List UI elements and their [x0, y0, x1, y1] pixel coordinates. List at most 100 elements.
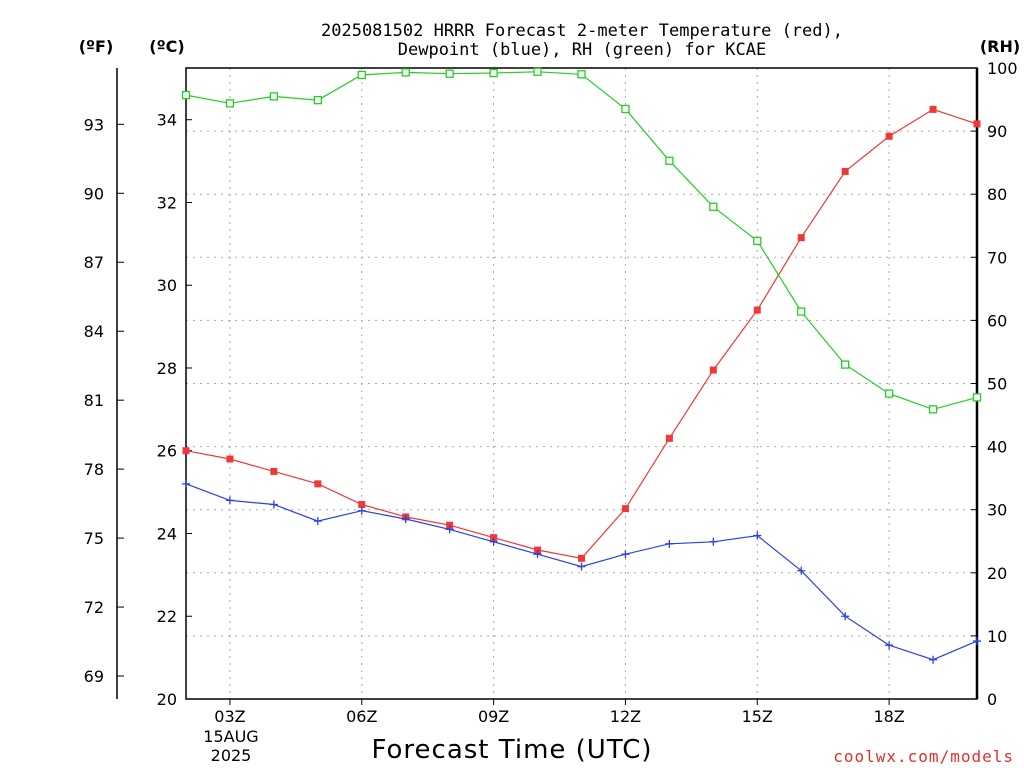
rh-tick-label: 10: [987, 627, 1007, 646]
x-tick-label: 06Z: [346, 707, 377, 726]
fahrenheit-tick-label: 84: [84, 322, 104, 341]
temperature-point: [665, 434, 673, 442]
rh-tick-label: 0: [987, 690, 997, 709]
dewpoint-point: [973, 637, 981, 646]
rh-point: [357, 70, 366, 80]
rh-point: [225, 99, 235, 108]
celsius-tick-label: 28: [157, 359, 177, 378]
dewpoint-point: [797, 566, 806, 575]
rh-unit-label: (RH): [980, 37, 1020, 56]
temperature-point: [753, 306, 761, 314]
rh-point: [841, 360, 850, 369]
rh-point: [533, 67, 542, 76]
dewpoint-point: [269, 500, 278, 509]
temperature-point: [490, 534, 498, 542]
rh-tick-label: 80: [987, 185, 1007, 204]
rh-point: [709, 202, 718, 211]
fahrenheit-tick-label: 69: [84, 667, 104, 686]
temperature-point: [621, 505, 629, 513]
rh-tick-label: 100: [987, 59, 1018, 78]
dewpoint-point: [841, 612, 850, 621]
rh-point: [972, 393, 982, 402]
rh-point: [621, 104, 630, 114]
dewpoint-point: [753, 531, 762, 540]
dewpoint-point: [445, 525, 454, 534]
celsius-tick-label: 20: [157, 690, 177, 709]
rh-point: [797, 307, 806, 316]
rh-tick-label: 50: [987, 375, 1007, 394]
temperature-point: [226, 455, 234, 463]
dewpoint-point: [313, 517, 322, 526]
temperature-point: [534, 546, 542, 554]
rh-point: [665, 156, 674, 165]
rh-tick-label: 30: [987, 501, 1007, 520]
fahrenheit-tick-label: 90: [84, 184, 104, 203]
series: [181, 67, 982, 664]
temperature-point: [446, 521, 454, 529]
rh-point: [577, 70, 586, 79]
dewpoint-point: [401, 515, 410, 524]
credit-label: coolwx.com/models: [833, 747, 1014, 766]
fahrenheit-tick-label: 87: [84, 253, 104, 272]
rh-point: [445, 69, 454, 78]
temperature-point: [182, 447, 190, 455]
date-label-year: 2025: [211, 746, 252, 765]
dewpoint-point: [621, 550, 630, 559]
x-tick-label: 03Z: [214, 707, 245, 726]
temperature-point: [885, 132, 893, 140]
rh-point: [313, 96, 322, 105]
celsius-tick-label: 34: [157, 111, 177, 130]
rh-point: [181, 90, 191, 100]
temperature-point: [270, 467, 278, 475]
rh-point: [884, 389, 894, 398]
rh-tick-label: 20: [987, 564, 1007, 583]
rh-tick-label: 60: [987, 311, 1007, 330]
x-tick-label: 18Z: [873, 707, 904, 726]
dewpoint-point: [577, 562, 586, 571]
rh-tick-label: 90: [987, 122, 1007, 141]
x-tick-label: 09Z: [478, 707, 509, 726]
dewpoint-point: [182, 479, 190, 488]
celsius-tick-label: 30: [157, 276, 177, 295]
chart-title-line-2: Dewpoint (blue), RH (green) for KCAE: [398, 40, 766, 60]
rh-point: [928, 405, 938, 414]
temperature-point: [709, 366, 717, 374]
dewpoint-point: [665, 539, 674, 548]
rh-point: [401, 68, 410, 77]
rh-point: [753, 236, 762, 246]
celsius-tick-label: 24: [157, 524, 177, 543]
celsius-unit-label: (ºC): [149, 37, 184, 56]
dewpoint-point: [533, 550, 542, 559]
temperature-point: [841, 167, 849, 175]
date-label-day: 15AUG: [203, 727, 258, 746]
temperature-point: [314, 480, 322, 488]
gridlines: [186, 68, 977, 699]
rh-point: [489, 68, 498, 78]
x-axis-title: Forecast Time (UTC): [371, 735, 652, 765]
celsius-tick-label: 26: [157, 442, 177, 461]
chart-title-line-1: 2025081502 HRRR Forecast 2-meter Tempera…: [321, 21, 843, 41]
x-tick-label: 12Z: [610, 707, 641, 726]
rh-tick-label: 70: [987, 248, 1007, 267]
temperature-point: [797, 234, 805, 242]
fahrenheit-tick-label: 75: [84, 529, 104, 548]
fahrenheit-tick-label: 81: [84, 391, 104, 410]
fahrenheit-tick-label: 72: [84, 598, 104, 617]
dewpoint-point: [225, 496, 234, 505]
dewpoint-point: [357, 506, 366, 515]
temperature-point: [929, 105, 937, 113]
temperature-series-line: [185, 108, 978, 559]
fahrenheit-tick-label: 93: [84, 115, 104, 134]
fahrenheit-unit-label: (ºF): [79, 37, 114, 56]
dewpoint-point: [929, 655, 938, 664]
dewpoint-point: [885, 641, 894, 650]
dewpoint-point: [709, 537, 718, 546]
rh-series-line: [185, 71, 978, 411]
celsius-tick-label: 22: [157, 607, 177, 626]
axes: 03Z 06Z 09Z 12Z 15Z 18Z 0 10 20 30 40 50 60 70 80 90 100…: [84, 59, 1018, 726]
temperature-point: [358, 501, 366, 509]
celsius-tick-label: 32: [157, 193, 177, 212]
rh-point: [269, 92, 279, 101]
x-tick-label: 15Z: [742, 707, 773, 726]
